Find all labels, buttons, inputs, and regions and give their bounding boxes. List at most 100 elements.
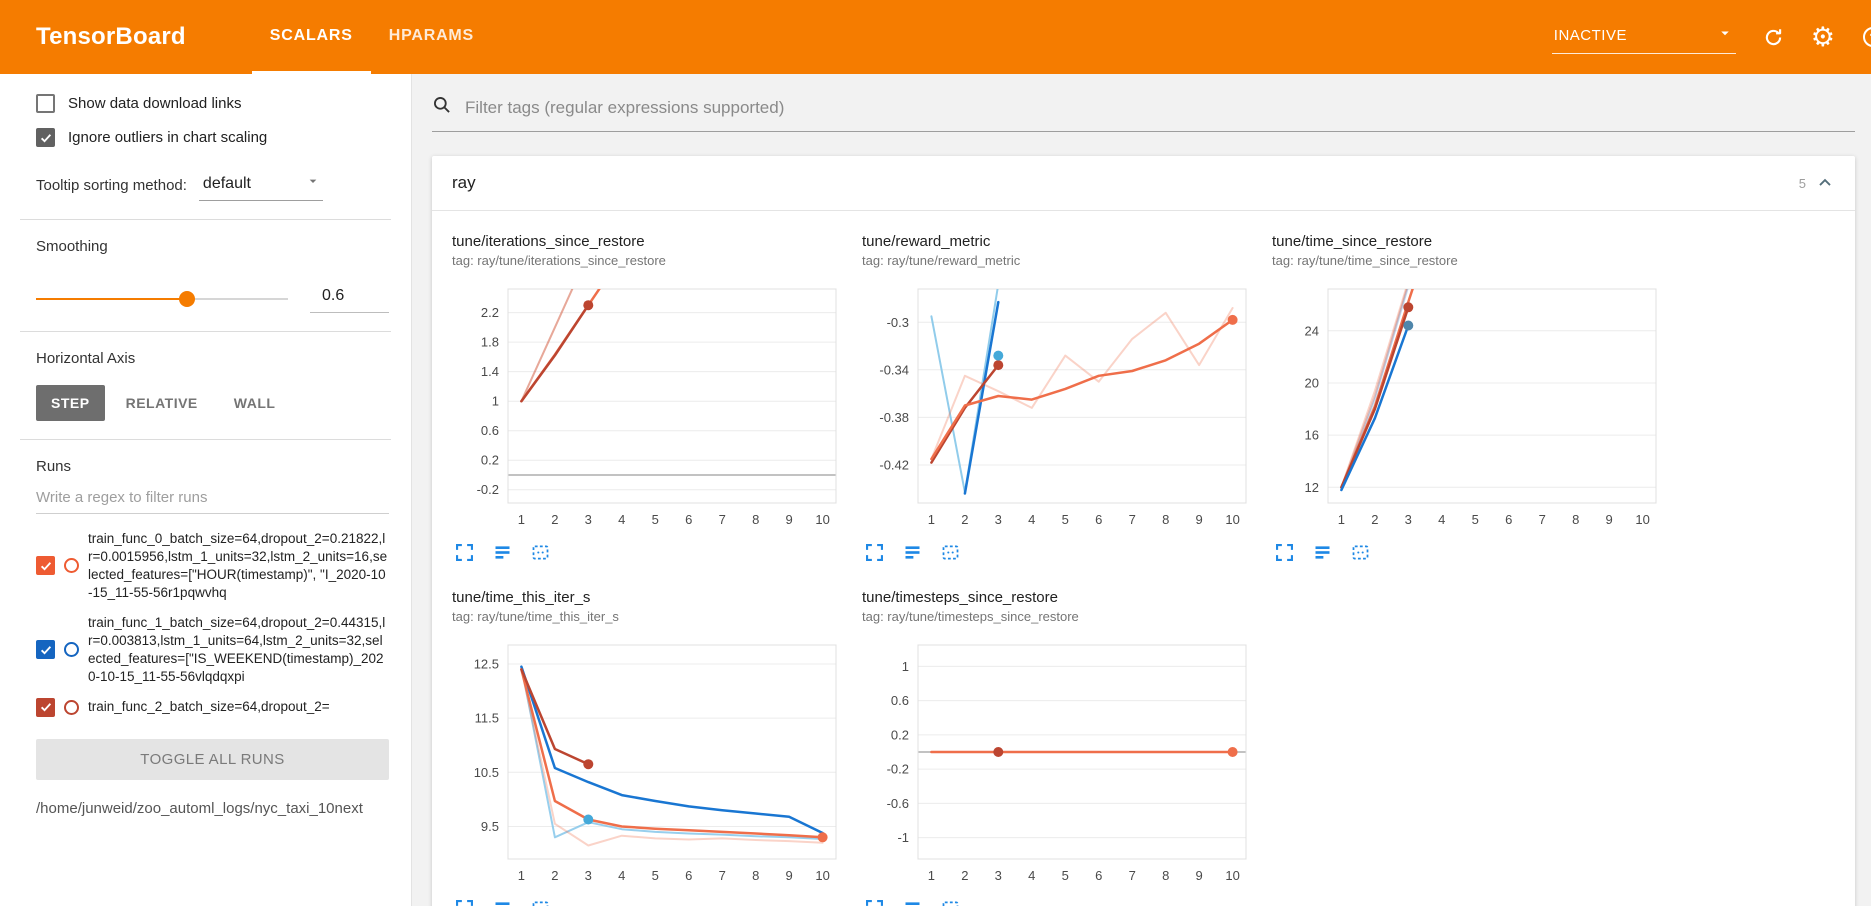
divider [20, 331, 391, 332]
slider-knob[interactable] [179, 291, 196, 307]
option-row[interactable]: Show data download links [36, 94, 389, 113]
expand-chart-icon[interactable] [864, 898, 885, 906]
svg-text:5: 5 [652, 868, 659, 883]
axis-button-wall[interactable]: WALL [233, 395, 276, 411]
toggle-all-runs-button[interactable]: TOGGLE ALL RUNS [36, 738, 389, 780]
svg-text:7: 7 [1129, 512, 1136, 527]
svg-text:24: 24 [1305, 323, 1319, 338]
svg-text:3: 3 [995, 512, 1002, 527]
option-row[interactable]: Ignore outliers in chart scaling [36, 128, 389, 147]
run-checkbox[interactable] [36, 556, 55, 576]
expand-chart-icon[interactable] [454, 898, 475, 906]
svg-text:6: 6 [685, 512, 692, 527]
run-filter-input[interactable] [36, 481, 389, 514]
svg-text:20: 20 [1305, 376, 1319, 391]
expand-chart-icon[interactable] [454, 542, 475, 563]
horizontal-axis-buttons: STEP RELATIVE WALL [36, 385, 389, 421]
line-chart[interactable]: -1 -0.6 -0.2 0.2 0.6 1 1 2 3 4 5 6 7 8 9 10 [862, 633, 1258, 891]
run-label: train_func_1_batch_size=64,dropout_2=0.4… [88, 614, 386, 684]
svg-text:2: 2 [551, 868, 558, 883]
settings-gear-icon[interactable]: ⚙ [1810, 21, 1835, 52]
run-color-radio[interactable] [64, 558, 79, 574]
axis-button-relative[interactable]: RELATIVE [125, 395, 198, 411]
caret-down-icon [1716, 24, 1734, 46]
fit-domain-icon[interactable] [940, 898, 961, 906]
svg-text:-1: -1 [897, 830, 909, 845]
svg-text:2: 2 [961, 512, 968, 527]
tab-hparams[interactable]: HPARAMS [388, 26, 475, 44]
chart-card: tune/reward_metric tag: ray/tune/reward_m… [862, 233, 1258, 563]
line-chart[interactable]: -0.42 -0.38 -0.34 -0.3 1 2 3 4 5 6 7 8 9 10 [862, 277, 1258, 535]
option-checkbox[interactable] [36, 128, 55, 147]
expand-chart-icon[interactable] [864, 542, 885, 563]
svg-text:5: 5 [1062, 868, 1069, 883]
general-options: Show data download links Ignore outliers … [0, 94, 411, 147]
tooltip-sorting-select[interactable]: default [198, 171, 323, 201]
svg-text:-0.2: -0.2 [887, 762, 909, 777]
svg-text:12: 12 [1305, 480, 1319, 495]
expand-chart-icon[interactable] [1274, 542, 1295, 563]
log-directory-path: /home/junweid/zoo_automl_logs/nyc_taxi_1… [36, 799, 363, 817]
chart-actions [1272, 542, 1668, 563]
run-color-radio[interactable] [64, 642, 79, 658]
section-header[interactable]: ray 5 [432, 156, 1855, 211]
charts-grid: tune/iterations_since_restore tag: ray/tu… [432, 211, 1855, 906]
option-checkbox[interactable] [36, 94, 55, 113]
tag-filter-row [432, 95, 1855, 132]
svg-text:7: 7 [1539, 512, 1546, 527]
svg-text:4: 4 [1438, 512, 1445, 527]
svg-text:-0.2: -0.2 [477, 482, 499, 497]
line-chart[interactable]: 9.5 10.5 11.5 12.5 1 2 3 4 5 6 7 8 9 10 [452, 633, 848, 891]
axis-button-step[interactable]: STEP [36, 385, 105, 421]
chart-card: tune/time_this_iter_s tag: ray/tune/time_… [452, 589, 848, 906]
svg-text:2: 2 [961, 868, 968, 883]
svg-text:2: 2 [1371, 512, 1378, 527]
svg-text:10: 10 [1225, 512, 1239, 527]
run-checkbox[interactable] [36, 697, 55, 717]
smoothing-slider[interactable] [36, 289, 288, 309]
svg-text:1: 1 [1338, 512, 1345, 527]
run-selector-icon[interactable] [902, 542, 923, 563]
fit-domain-icon[interactable] [530, 542, 551, 563]
run-selector-icon[interactable] [492, 542, 513, 563]
chevron-up-icon[interactable] [1815, 173, 1835, 193]
svg-text:10: 10 [815, 868, 829, 883]
run-item[interactable]: train_func_1_batch_size=64,dropout_2=0.4… [36, 614, 389, 686]
svg-text:0.6: 0.6 [481, 423, 499, 438]
run-checkbox[interactable] [36, 640, 55, 660]
svg-text:5: 5 [1062, 512, 1069, 527]
line-chart[interactable]: -0.2 0.2 0.6 1 1.4 1.8 2.2 1 2 3 4 5 6 7 8 9 10 [452, 277, 848, 535]
tag-filter-input[interactable] [463, 96, 1855, 119]
caret-down-icon [305, 173, 321, 194]
svg-text:10.5: 10.5 [474, 765, 499, 780]
svg-text:0.6: 0.6 [891, 693, 909, 708]
svg-text:5: 5 [652, 512, 659, 527]
smoothing-value-input[interactable]: 0.6 [310, 285, 389, 313]
app-title[interactable]: TensorBoard [36, 23, 186, 50]
run-item[interactable]: train_func_2_batch_size=64,dropout_2= [36, 697, 389, 717]
data-status-select[interactable]: INACTIVE [1551, 20, 1736, 54]
svg-text:7: 7 [719, 868, 726, 883]
run-selector-icon[interactable] [492, 898, 513, 906]
svg-text:8: 8 [752, 512, 759, 527]
fit-domain-icon[interactable] [530, 898, 551, 906]
refresh-icon[interactable] [1762, 26, 1785, 49]
tooltip-sorting-value: default [202, 174, 251, 192]
run-item[interactable]: train_func_0_batch_size=64,dropout_2=0.2… [36, 530, 389, 602]
help-icon[interactable]: ? [1861, 25, 1871, 49]
run-selector-icon[interactable] [902, 898, 923, 906]
run-selector-icon[interactable] [1312, 542, 1333, 563]
fit-domain-icon[interactable] [940, 542, 961, 563]
run-color-radio[interactable] [64, 699, 79, 715]
svg-text:1: 1 [928, 512, 935, 527]
fit-domain-icon[interactable] [1350, 542, 1371, 563]
chart-card: tune/iterations_since_restore tag: ray/tu… [452, 233, 848, 563]
svg-text:1.8: 1.8 [481, 335, 499, 350]
chart-actions [862, 898, 1258, 906]
svg-text:5: 5 [1472, 512, 1479, 527]
svg-text:9.5: 9.5 [481, 819, 499, 834]
chart-tag: tag: ray/tune/timesteps_since_restore [862, 609, 1079, 624]
tab-scalars[interactable]: SCALARS [251, 0, 371, 74]
svg-text:9: 9 [785, 868, 792, 883]
